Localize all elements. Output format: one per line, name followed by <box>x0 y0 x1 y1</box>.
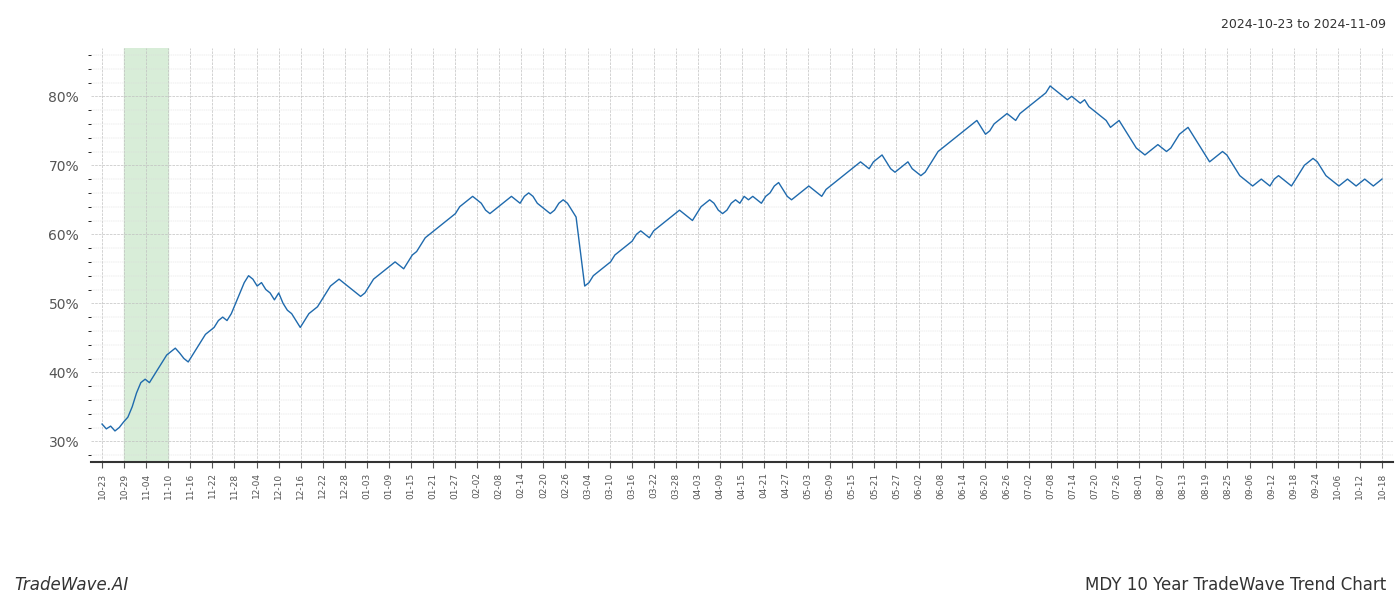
Text: TradeWave.AI: TradeWave.AI <box>14 576 129 594</box>
Bar <box>125 48 168 462</box>
Text: 2024-10-23 to 2024-11-09: 2024-10-23 to 2024-11-09 <box>1221 18 1386 31</box>
Text: MDY 10 Year TradeWave Trend Chart: MDY 10 Year TradeWave Trend Chart <box>1085 576 1386 594</box>
